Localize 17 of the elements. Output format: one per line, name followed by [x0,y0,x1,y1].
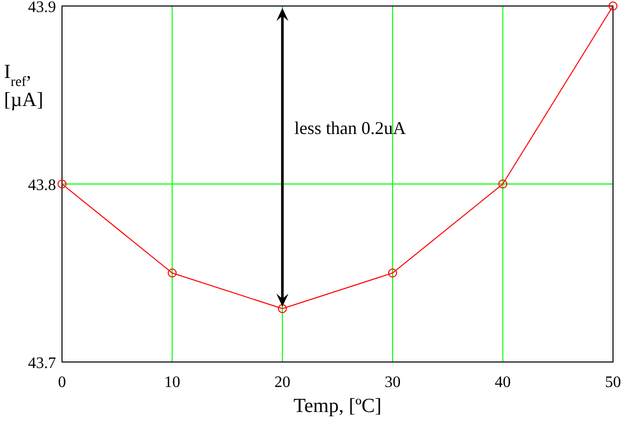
x-tick-label: 50 [605,374,621,391]
x-tick-label: 10 [164,374,180,391]
point [388,268,398,278]
y-tick-label: 43.8 [28,177,56,194]
x-tick-label: 20 [274,374,290,391]
point [58,180,66,188]
point [278,304,287,314]
x-tick-label: 0 [58,374,66,391]
y-tick-label: 43.7 [28,355,56,372]
x-tick-label: 30 [384,374,401,391]
x-tick-label: 40 [494,374,511,391]
point [498,180,508,188]
point [168,268,177,278]
point [608,2,618,10]
y-tick-label: 43.9 [28,0,56,16]
y-axis-title: I$_{ref}$, [µA] [4,61,44,111]
x-axis-title: Temp, [ºC] [293,395,382,417]
